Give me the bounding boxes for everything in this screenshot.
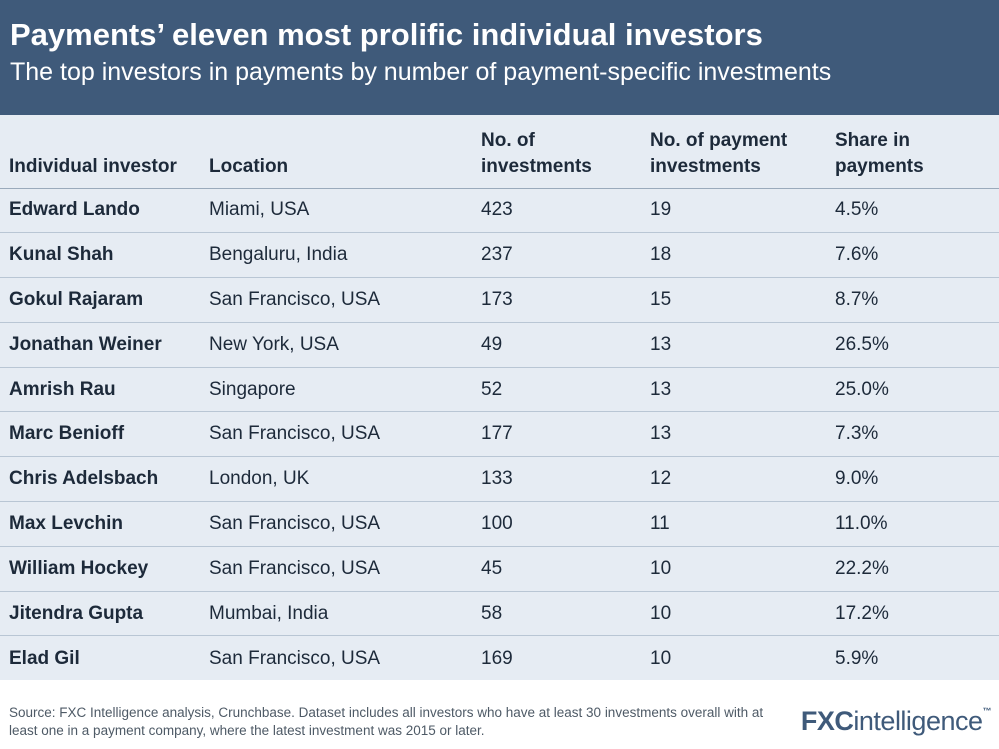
column-header-investor: Individual investor	[0, 115, 200, 189]
cell-share: 17.2%	[826, 591, 999, 637]
cell-location: London, UK	[200, 456, 472, 503]
chart-footer: Source: FXC Intelligence analysis, Crunc…	[0, 680, 999, 749]
table-row: Kunal Shah Bengaluru, India 237 18 7.6%	[0, 232, 999, 279]
cell-payment-investments: 13	[641, 322, 826, 368]
fxc-intelligence-logo: FXCintelligence™	[800, 706, 992, 737]
source-note: Source: FXC Intelligence analysis, Crunc…	[9, 705, 764, 738]
cell-share: 26.5%	[826, 322, 999, 368]
cell-investor: Kunal Shah	[0, 232, 200, 279]
cell-location: Singapore	[200, 367, 472, 413]
cell-investments: 423	[472, 188, 641, 234]
column-header-share: Share in payments	[826, 115, 999, 189]
cell-investor: Max Levchin	[0, 501, 200, 547]
cell-share: 11.0%	[826, 501, 999, 547]
cell-investments: 169	[481, 647, 513, 669]
cell-investments: 173	[472, 277, 641, 323]
chart-subtitle: The top investors in payments by number …	[10, 58, 832, 86]
logo-trademark: ™	[982, 706, 992, 716]
cell-investor: Gokul Rajaram	[0, 277, 200, 323]
cell-investments: 58	[472, 591, 641, 637]
logo-rest-text: intelligence	[853, 706, 983, 736]
cell-investments: 237	[472, 232, 641, 279]
cell-investor: Jitendra Gupta	[0, 591, 200, 637]
investor-table-area: Individual investor Location No. of inve…	[0, 115, 999, 681]
cell-payment-investments: 13	[641, 411, 826, 458]
cell-location: Mumbai, India	[200, 591, 472, 637]
cell-share: 9.0%	[826, 456, 999, 503]
cell-share: 22.2%	[826, 546, 999, 592]
table-header-row: Individual investor Location No. of inve…	[0, 115, 999, 189]
cell-investments: 45	[472, 546, 641, 592]
cell-payment-investments: 19	[641, 188, 826, 234]
column-header-investments: No. of investments	[472, 115, 641, 189]
table-body: Edward Lando Miami, USA 423 19 4.5% Kunal Sha…	[0, 188, 999, 681]
cell-payment-investments: 12	[641, 456, 826, 503]
table-row: William Hockey San Francisco, USA 45 10 22.2…	[0, 546, 999, 592]
table-row: Chris Adelsbach London, UK 133 12 9.0%	[0, 456, 999, 503]
cell-investor: Edward Lando	[0, 188, 200, 234]
table-row: Edward Lando Miami, USA 423 19 4.5%	[0, 188, 999, 234]
cell-share: 7.3%	[826, 411, 999, 458]
cell-location: New York, USA	[200, 322, 472, 368]
cell-location: San Francisco, USA	[209, 647, 381, 669]
cell-location: San Francisco, USA	[200, 501, 472, 547]
table-row: Amrish Rau Singapore 52 13 25.0%	[0, 367, 999, 413]
table-row: Jitendra Gupta Mumbai, India 58 10 17.2%	[0, 591, 999, 637]
cell-investor: Jonathan Weiner	[0, 322, 200, 368]
table-row: Max Levchin San Francisco, USA 100 11 11.0%	[0, 501, 999, 547]
cell-investments: 100	[472, 501, 641, 547]
table-row: Elad Gil San Francisco, USA 169 10 5.9%	[0, 636, 999, 681]
table-row: Marc Benioff San Francisco, USA 177 13 7.3%	[0, 411, 999, 458]
cell-share: 7.6%	[826, 232, 999, 279]
column-header-location: Location	[200, 115, 472, 189]
cell-payment-investments: 10	[650, 647, 672, 669]
cell-investments: 52	[472, 367, 641, 413]
table-row: Jonathan Weiner New York, USA 49 13 26.5%	[0, 322, 999, 368]
cell-investor: Chris Adelsbach	[0, 456, 200, 503]
cell-payment-investments: 15	[641, 277, 826, 323]
logo-bold-text: FXC	[800, 706, 854, 736]
cell-investments: 133	[472, 456, 641, 503]
column-header-payment-investments: No. of payment investments	[641, 115, 826, 189]
chart-title: Payments’ eleven most prolific individua…	[10, 17, 763, 52]
cell-payment-investments: 10	[641, 591, 826, 637]
cell-location: San Francisco, USA	[200, 277, 472, 323]
cell-location: San Francisco, USA	[200, 546, 472, 592]
cell-location: Bengaluru, India	[200, 232, 472, 279]
cell-share: 8.7%	[826, 277, 999, 323]
chart-header: Payments’ eleven most prolific individua…	[0, 0, 999, 115]
cell-payment-investments: 18	[641, 232, 826, 279]
cell-share: 4.5%	[826, 188, 999, 234]
cell-investments: 49	[472, 322, 641, 368]
table-row: Gokul Rajaram San Francisco, USA 173 15 8.7%	[0, 277, 999, 323]
cell-location: San Francisco, USA	[200, 411, 472, 458]
cell-payment-investments: 13	[641, 367, 826, 413]
cell-payment-investments: 11	[641, 501, 826, 547]
cell-investor: Marc Benioff	[0, 411, 200, 458]
cell-share: 25.0%	[826, 367, 999, 413]
cell-investments: 177	[472, 411, 641, 458]
cell-investor: Amrish Rau	[0, 367, 200, 413]
cell-location: Miami, USA	[200, 188, 472, 234]
cell-investor: Elad Gil	[9, 647, 80, 669]
cell-share: 5.9%	[835, 647, 879, 669]
cell-payment-investments: 10	[641, 546, 826, 592]
investor-table: Individual investor Location No. of inve…	[0, 115, 999, 681]
cell-investor: William Hockey	[0, 546, 200, 592]
